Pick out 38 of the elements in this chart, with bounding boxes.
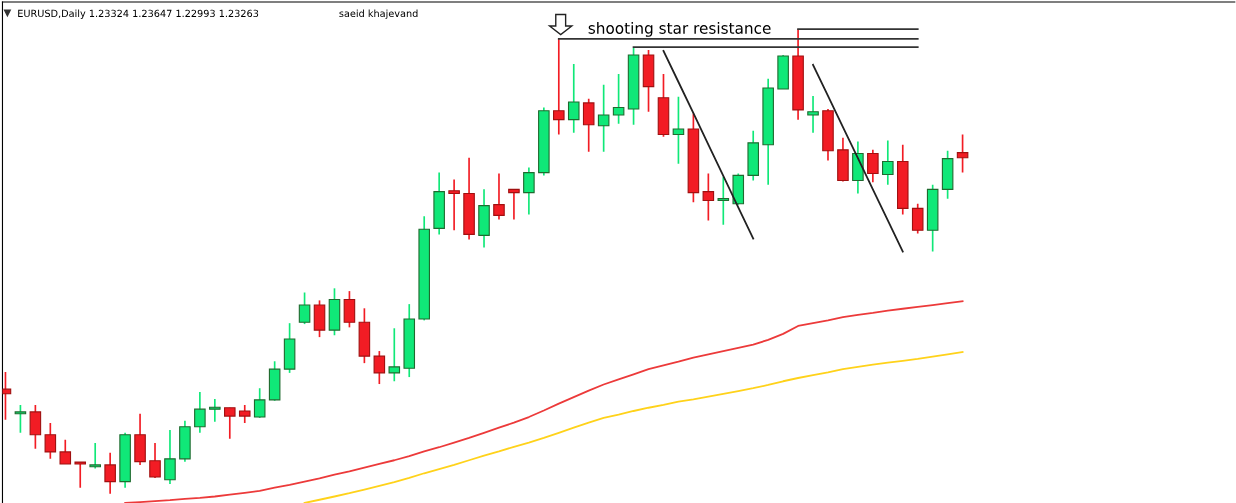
- candlestick: [388, 327, 401, 383]
- candlestick: [164, 429, 176, 485]
- candlestick: [44, 422, 57, 460]
- chart-title: EURUSD,Daily 1.23324 1.23647 1.22993 1.23263: [18, 9, 259, 19]
- candlestick: [612, 73, 625, 125]
- candlestick: [209, 398, 221, 423]
- candlestick: [149, 442, 161, 479]
- candlestick: [672, 96, 685, 165]
- candlestick: [597, 83, 610, 153]
- annotation: shooting star resistance: [588, 22, 771, 37]
- candlestick: [194, 391, 206, 434]
- candlestick: [238, 404, 251, 424]
- candlestick: [223, 406, 236, 440]
- candlestick: [567, 63, 580, 134]
- candlestick: [717, 175, 730, 226]
- candlestick: [523, 166, 535, 216]
- candlestick: [582, 97, 595, 153]
- chart-subtitle: saeid khajevand: [339, 9, 418, 19]
- candlestick: [448, 178, 460, 232]
- candlestick: [14, 404, 27, 434]
- candlestick: [343, 290, 356, 329]
- candlestick: [807, 95, 819, 134]
- candlestick: [298, 291, 311, 325]
- candlestick: [702, 172, 715, 222]
- candlestick: [29, 404, 42, 450]
- candlestick: [74, 461, 87, 489]
- candlestick: [104, 451, 116, 495]
- candlestick: [508, 188, 520, 221]
- candlestick: [493, 172, 505, 221]
- candlestick: [882, 139, 894, 186]
- candlestick: [373, 350, 386, 385]
- candlestick: [911, 202, 924, 235]
- candlestick: [253, 387, 266, 419]
- candlestick: [553, 37, 565, 136]
- candlestick: [59, 438, 72, 465]
- candlestick: [867, 149, 879, 184]
- candlestick: [956, 133, 969, 174]
- candlestick: [89, 442, 101, 470]
